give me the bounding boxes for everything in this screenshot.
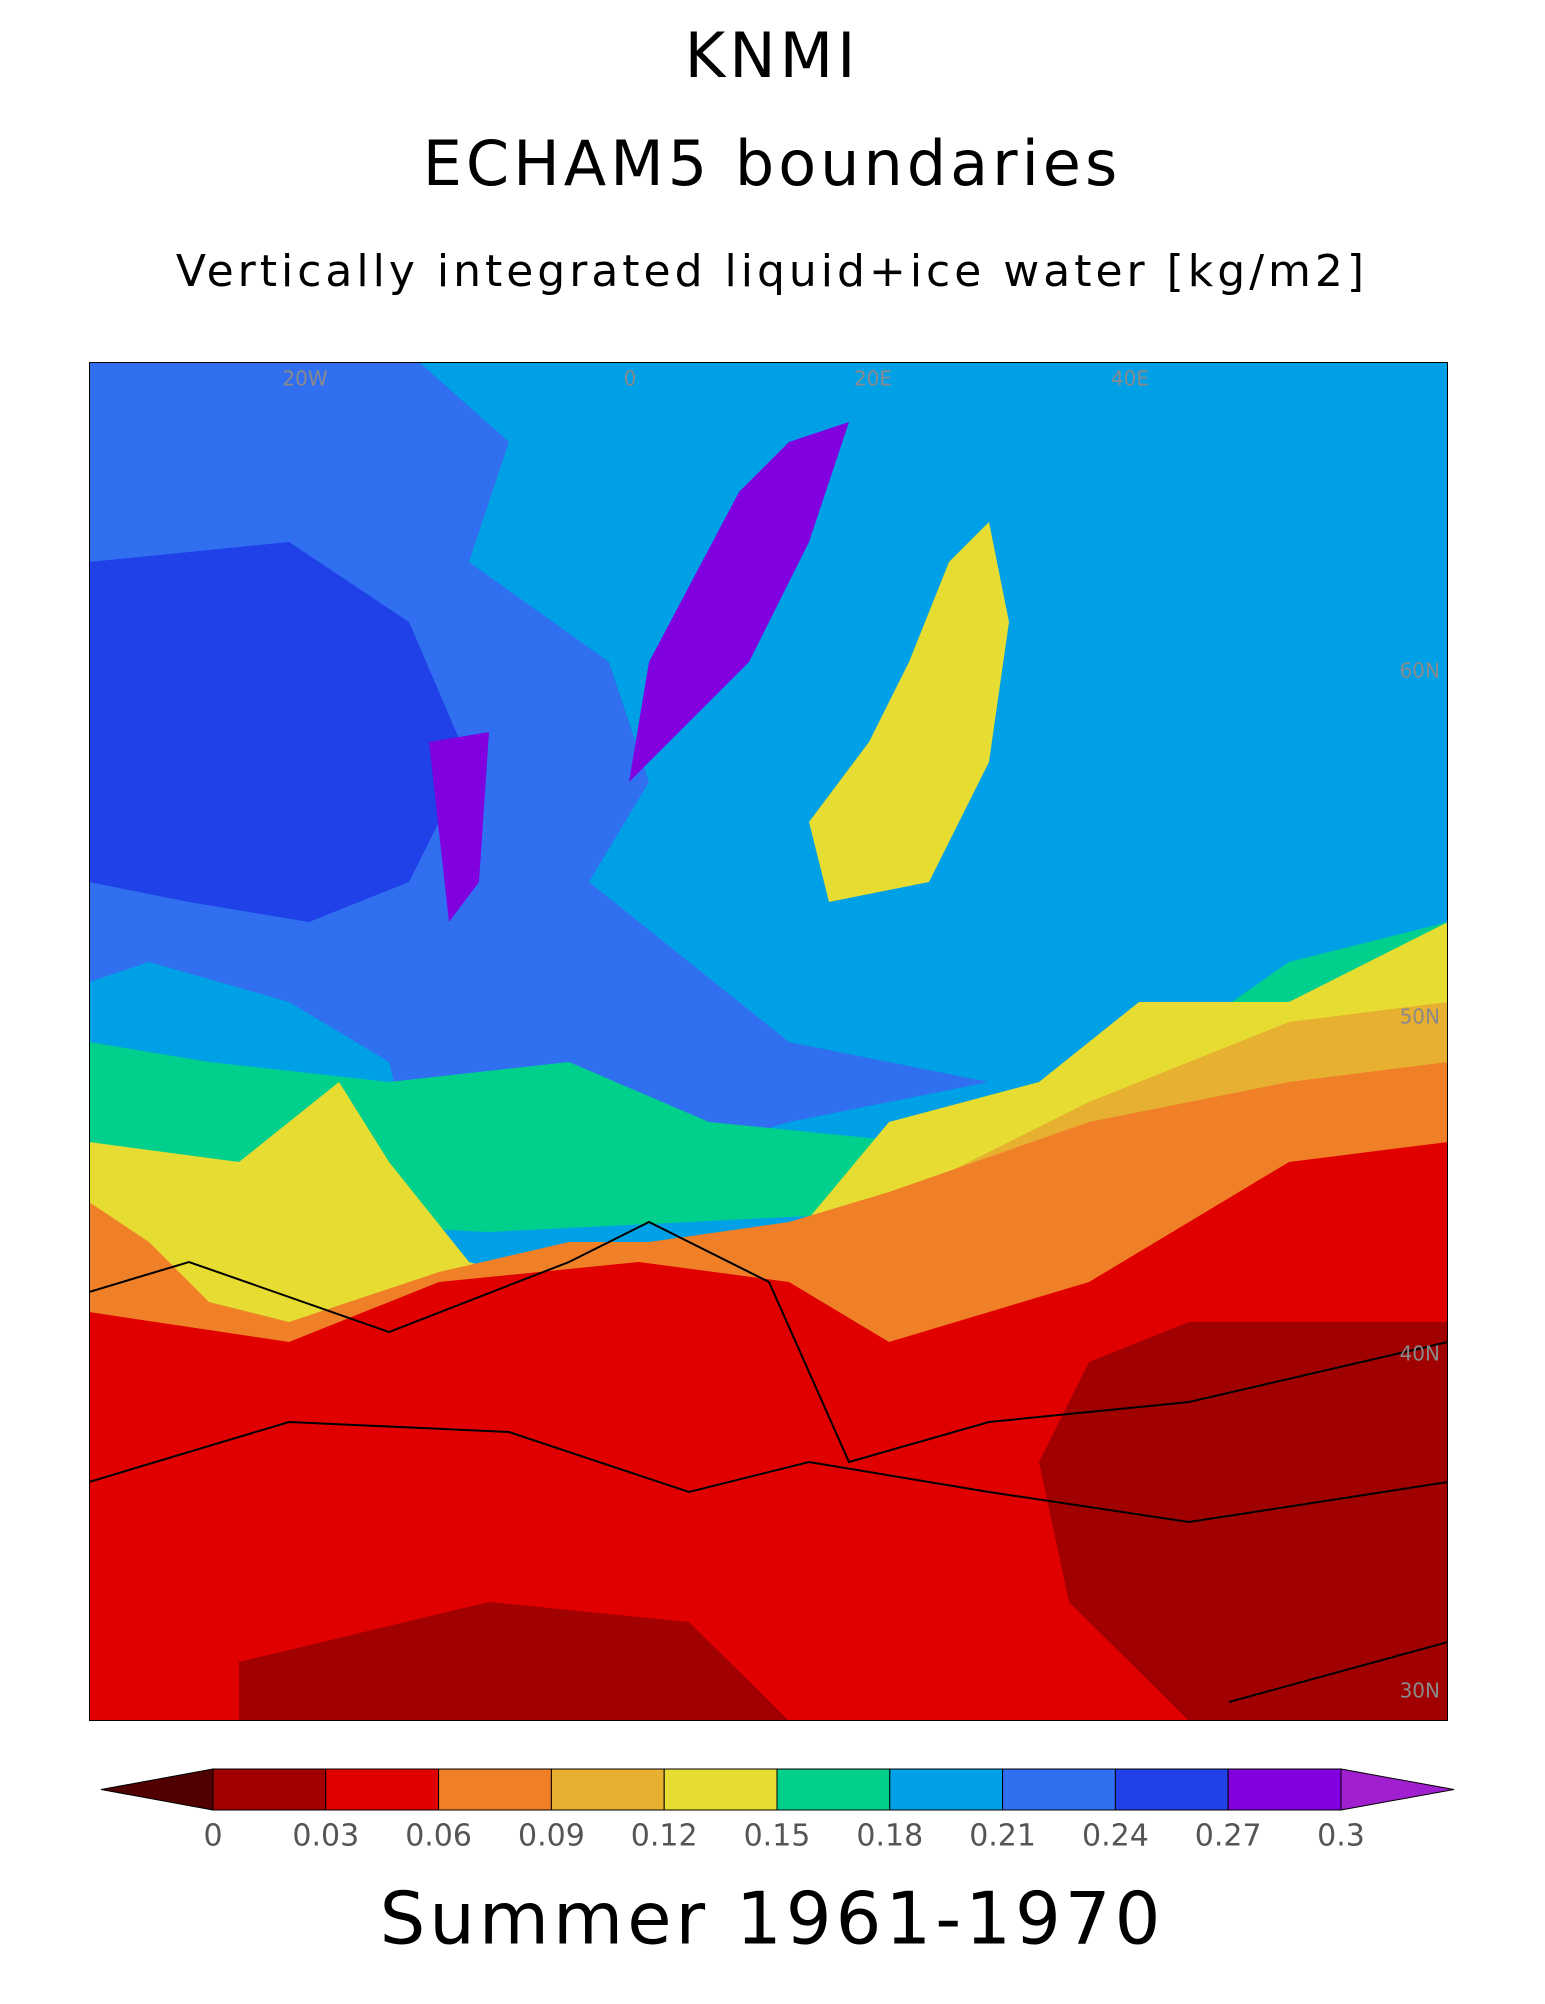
colorbar-segment (663, 1768, 778, 1811)
colorbar-segment (325, 1768, 440, 1811)
colorbar-tick-label: 0.12 (631, 1819, 698, 1854)
latitude-label: 30N (1400, 1679, 1440, 1703)
field (239, 1322, 1448, 1721)
longitude-label: 20W (282, 367, 327, 391)
over-arrow (1340, 1768, 1455, 1811)
colorbar-tick-label: 0 (203, 1819, 222, 1854)
colorbar-tick-label: 0.24 (1082, 1819, 1149, 1854)
colorbar-segment (1002, 1768, 1116, 1811)
colorbar-segment (776, 1768, 891, 1811)
colorbar-segment (1114, 1768, 1229, 1811)
field (429, 422, 849, 922)
latitude-label: 60N (1400, 659, 1440, 683)
colorbar-segment (1227, 1768, 1342, 1811)
colorbar-tick-label: 0.27 (1195, 1819, 1262, 1854)
colorbar-tick-label: 0.18 (856, 1819, 923, 1854)
title: KNMI (685, 19, 860, 92)
coastline (89, 1220, 1448, 1703)
field (89, 542, 469, 922)
colorbar: 0 0.03 0.06 0.09 0.12 0.15 0.18 0.21 0.24 0.27 0.3 (100, 1768, 1455, 1854)
longitude-label: 20E (854, 367, 892, 391)
map (89, 362, 1448, 1721)
colorbar-tick-label: 0.15 (744, 1819, 811, 1854)
latitude-label: 50N (1400, 1005, 1440, 1029)
subtitle: ECHAM5 boundaries (423, 127, 1122, 200)
latitude-label: 40N (1400, 1342, 1440, 1366)
footer: Summer 1961-1970 (380, 1877, 1165, 1961)
colorbar-segment (438, 1768, 552, 1811)
longitude-label: 0 (624, 367, 637, 391)
colorbar-tick-label: 0.06 (405, 1819, 472, 1854)
colorbar-segment (212, 1768, 327, 1811)
colorbar-tick-label: 0.3 (1317, 1819, 1365, 1854)
colorbar-tick-label: 0.09 (518, 1819, 585, 1854)
colorbar-segment (550, 1768, 665, 1811)
colorbar-tick-label: 0.21 (969, 1819, 1036, 1854)
variable: Vertically integrated liquid+ice water [… (176, 246, 1368, 297)
longitude-label: 40E (1111, 367, 1149, 391)
colorbar-tick-label: 0.03 (292, 1819, 359, 1854)
under-arrow (100, 1768, 214, 1811)
field (809, 522, 1009, 902)
colorbar-segment (889, 1768, 1004, 1811)
